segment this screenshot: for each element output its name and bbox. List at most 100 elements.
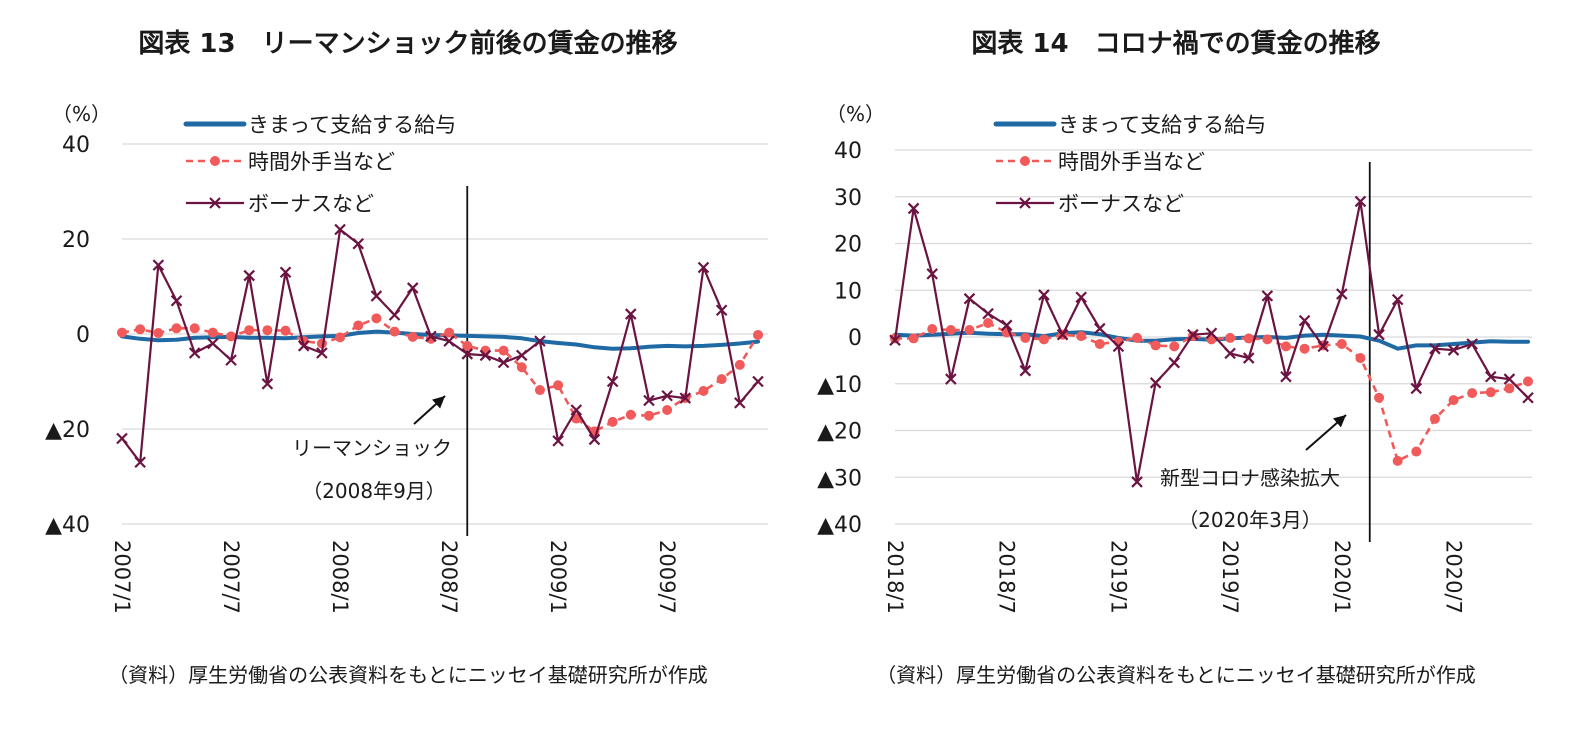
y-tick-label: 20 [62,228,90,253]
y-tick-label: 30 [834,186,862,211]
event-annotation-date: （2008年9月） [302,479,446,503]
overtime-point [945,324,956,335]
bonus-point [588,433,601,446]
y-tick-label: ▲40 [45,513,90,538]
overtime-point [1411,446,1422,457]
bonus-point [134,456,146,469]
bonus-point [243,269,255,282]
overtime-point [244,325,255,336]
bonus-point [297,340,310,352]
overtime-point [1336,339,1347,350]
event-annotation: 新型コロナ感染拡大 [1160,466,1340,490]
y-tick-label: 40 [62,133,90,158]
overtime-point [1467,388,1478,399]
legend-bonus-label: ボーナスなど [248,192,374,216]
overtime-point [753,329,763,340]
event-annotation-date: （2020年3月） [1178,508,1322,532]
overtime-point [171,323,182,334]
bonus-point [945,373,957,385]
overtime-point [1374,392,1385,403]
bonus-point [1168,356,1181,369]
overtime-point [262,325,273,336]
overtime-point [280,325,291,336]
bonus-point [963,292,976,305]
bonus-point [552,435,564,447]
bonus-point [715,304,728,317]
bonus-point [188,347,201,359]
chart-2: 図表 14 コロナ禍での賃金の推移 （%） 40 30 20 10 0 ▲10 ▲20 ▲30 ▲4… [817,28,1534,687]
series-overtime [890,317,1533,466]
chart-title: 図表 14 コロナ禍での賃金の推移 [971,28,1380,59]
bonus-point [1131,476,1143,488]
source-note: （資料）厚生労働省の公表資料をもとにニッセイ基礎研究所が作成 [108,663,708,687]
bonus-point [570,404,583,416]
bonus-point [497,356,510,369]
series-bonus [889,195,1534,488]
y-tick-label: 0 [848,326,862,351]
bonus-point [1000,319,1013,332]
bonus-point [425,330,437,343]
y-tick-label: ▲30 [817,466,862,491]
y-tick-label: ▲20 [45,418,90,443]
bonus-point [643,394,655,407]
bonus-point [1373,328,1385,341]
bonus-point [443,335,455,347]
bonus-point [1466,338,1478,350]
y-tick-label: 20 [834,233,862,258]
bonus-point [152,259,165,271]
bonus-point [1205,327,1218,340]
overtime-point [534,385,545,396]
bonus-point [606,375,619,388]
overtime-point [1225,332,1236,343]
overtime-point [908,333,919,344]
overtime-point [1355,353,1366,364]
bonus-point [1522,391,1534,404]
bonus-point [479,349,492,362]
overtime-point [964,324,975,335]
x-tick-label: 2008/7 [437,540,461,614]
y-tick-label: 0 [76,323,90,348]
overtime-point [1243,333,1254,344]
legend-bonus-marker [209,197,221,209]
overtime-point [135,324,146,335]
chart-title: 図表 13 リーマンショック前後の賃金の推移 [138,28,677,59]
bonus-point [1094,322,1106,335]
bonus-point [1336,288,1348,300]
overtime-point [1262,334,1273,345]
x-tick-label: 2018/7 [995,540,1019,614]
legend-fixed-label: きまって支給する給与 [248,113,456,137]
legend-bonus-label: ボーナスなど [1058,192,1184,216]
overtime-point [371,313,382,324]
bonus-point [352,237,365,250]
overtime-point [335,332,346,343]
y-tick-label: 10 [834,279,862,304]
x-tick-label: 2019/7 [1218,540,1242,614]
bonus-point [1261,290,1274,302]
legend-overtime-marker [1020,156,1030,166]
bonus-point [1317,340,1329,353]
bonus-point [734,397,746,409]
event-annotation: リーマンショック [292,436,452,460]
overtime-point [662,405,673,415]
overtime-point [498,345,509,356]
bonus-point [697,261,710,274]
bonus-point [1019,364,1032,377]
bonus-point [1038,289,1050,301]
overtime-point [1020,332,1031,343]
bonus-point [1298,314,1311,327]
overtime-point [353,320,364,331]
legend-fixed-label: きまって支給する給与 [1058,113,1266,137]
bonus-point [1484,370,1497,383]
bonus-point [752,375,764,388]
chart-1: 図表 13 リーマンショック前後の賃金の推移 （%） 40 20 0 ▲20 ▲40 2007… [45,28,768,687]
overtime-point [462,340,473,351]
overtime-point [1169,341,1180,352]
y-tick-label: ▲40 [817,513,862,538]
y-tick-label: 40 [834,139,862,164]
bonus-point [1503,373,1516,385]
overtime-point [389,326,400,337]
bonus-point [1354,195,1367,208]
bonus-point [889,334,901,347]
legend-overtime-marker [210,156,220,166]
